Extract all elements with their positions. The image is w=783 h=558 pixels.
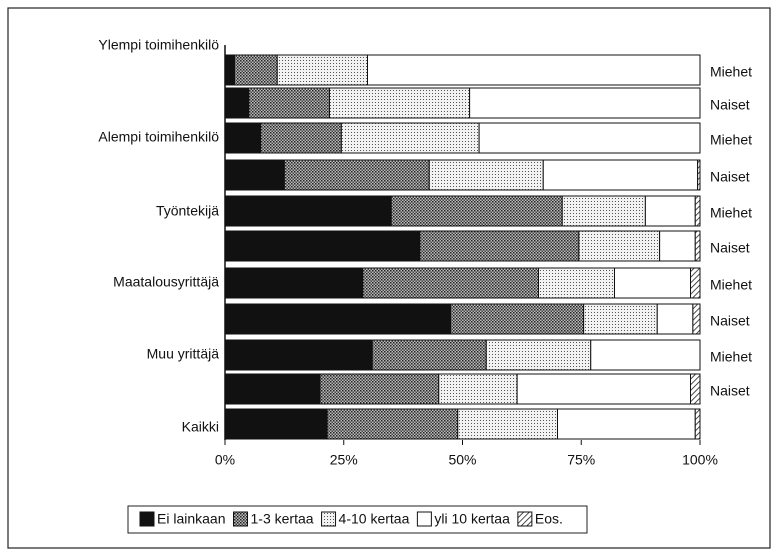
bar-segment <box>614 267 691 299</box>
bar-segment <box>390 195 563 227</box>
legend-label: yli 10 kertaa <box>434 511 510 527</box>
bar-segment <box>319 373 440 405</box>
group-label: Alempi toimihenkilö <box>98 129 219 145</box>
bar-segment <box>224 230 421 262</box>
legend-label: Eos. <box>535 511 563 527</box>
row-label: Naiset <box>710 383 750 399</box>
bar-segment <box>224 159 285 191</box>
bar-segment <box>362 267 539 299</box>
bar-segment <box>694 230 701 262</box>
bar-segment <box>234 54 278 86</box>
group-label: Työntekijä <box>156 203 219 219</box>
row-label: Miehet <box>710 205 752 221</box>
legend-label: 4-10 kertaa <box>339 511 410 527</box>
bar-segment <box>260 122 342 154</box>
legend-swatch <box>321 511 337 527</box>
row-label: Miehet <box>710 349 752 365</box>
legend-swatch <box>233 511 248 527</box>
row-label: Naiset <box>710 313 750 329</box>
row-label: Miehet <box>710 277 752 293</box>
bar-segment <box>224 122 262 154</box>
row-label: Naiset <box>710 240 750 256</box>
bar-segment <box>438 373 518 405</box>
x-tick-label: 25% <box>330 452 358 468</box>
bar-segment <box>694 408 701 440</box>
bar-segment <box>329 87 471 119</box>
legend-label: 1-3 kertaa <box>251 511 314 527</box>
bar-segment <box>367 54 701 86</box>
bar-segment <box>644 195 696 227</box>
legend-swatch <box>416 511 432 527</box>
bar-segment <box>248 87 330 119</box>
bar-segment <box>469 87 701 119</box>
bar-segment <box>659 230 696 262</box>
legend-swatch <box>139 511 155 527</box>
x-tick-label: 50% <box>448 452 476 468</box>
bar-segment <box>419 230 580 262</box>
x-tick-label: 75% <box>567 452 595 468</box>
bar-segment <box>478 122 701 154</box>
row-label: Naiset <box>710 169 750 185</box>
bar-segment <box>450 303 585 335</box>
bar-segment <box>224 87 250 119</box>
bar-segment <box>371 339 487 371</box>
bar-segment <box>561 195 646 227</box>
bar-segment <box>224 54 235 86</box>
x-tick-label: 0% <box>215 452 235 468</box>
group-label: Maatalousyrittäjä <box>113 274 219 290</box>
row-label: Miehet <box>710 64 752 80</box>
bar-segment <box>697 159 701 191</box>
x-tick-label: 100% <box>682 452 718 468</box>
bar-segment <box>326 408 459 440</box>
legend-label: Ei lainkaan <box>157 511 226 527</box>
bar-segment <box>224 339 373 371</box>
bar-segment <box>516 373 691 405</box>
bar-segment <box>656 303 694 335</box>
group-label: Muu yrittäjä <box>147 346 220 362</box>
bar-segment <box>578 230 661 262</box>
bar-segment <box>690 267 701 299</box>
bar-segment <box>224 267 364 299</box>
bar-segment <box>542 159 699 191</box>
bar-segment <box>428 159 544 191</box>
legend-swatch <box>517 511 533 527</box>
bar-segment <box>224 195 392 227</box>
row-label: Miehet <box>710 132 752 148</box>
bar-segment <box>692 303 701 335</box>
bar-segment <box>694 195 701 227</box>
legend-box <box>127 505 588 534</box>
group-label: Kaikki <box>182 419 219 435</box>
bar-segment <box>557 408 696 440</box>
frame <box>7 7 771 549</box>
bar-segment <box>457 408 558 440</box>
bar-segment <box>224 373 321 405</box>
bar-segment <box>283 159 430 191</box>
bar-segment <box>224 303 452 335</box>
bar-segment <box>583 303 658 335</box>
group-label: Ylempi toimihenkilö <box>98 37 219 53</box>
bar-segment <box>224 408 328 440</box>
row-label: Naiset <box>710 97 750 113</box>
bar-segment <box>276 54 368 86</box>
bar-segment <box>340 122 480 154</box>
bar-segment <box>690 373 701 405</box>
bar-segment <box>485 339 592 371</box>
bar-segment <box>538 267 615 299</box>
bar-segment <box>590 339 701 371</box>
